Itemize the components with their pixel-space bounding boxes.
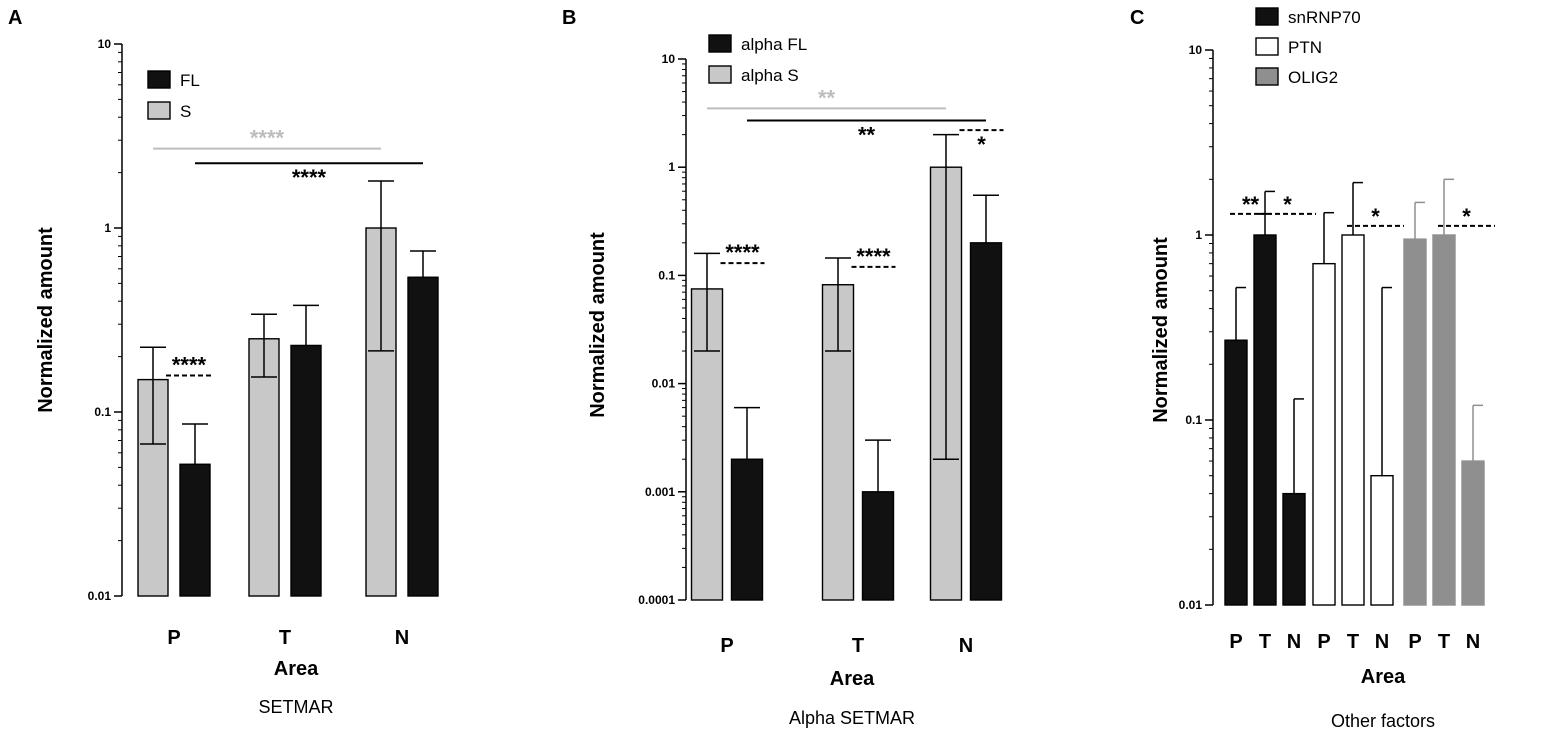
panel-b-tick-label-2: 0.1 — [658, 268, 675, 282]
panel-b: B Normalized amount Area Alpha SETMAR 10… — [562, 7, 1004, 728]
panel-c-ylabel: Normalized amount — [1150, 237, 1172, 423]
panel-a-bar-fl-N — [407, 276, 439, 597]
panel-a-tick-label-0: 10 — [98, 37, 112, 51]
panel-a-bar-fl-T — [290, 344, 322, 597]
panel-a-category-P: P — [167, 627, 180, 649]
panel-c-bar-snrnp70-P — [1224, 339, 1248, 606]
panel-b-bar-alpha-fl-T — [861, 491, 895, 601]
panel-a-significance-label-1: **** — [292, 165, 327, 190]
panel-a-caption: SETMAR — [258, 697, 333, 717]
panel-b-xlabel: Area — [830, 668, 875, 690]
panel-c-legend-label-1: PTN — [1288, 38, 1322, 57]
panel-c-caption: Other factors — [1331, 711, 1435, 731]
panel-b-ylabel: Normalized amount — [587, 232, 609, 418]
panel-a: A Normalized amount Area SETMAR 10 1 0.1 0.… — [8, 7, 439, 717]
panel-a-ylabel: Normalized amount — [35, 227, 57, 413]
panel-c-xlabel: Area — [1361, 666, 1406, 688]
panel-b-legend-label-0: alpha FL — [741, 35, 807, 54]
panel-c-tick-label-0: 10 — [1189, 43, 1203, 57]
panel-c-category-ptn-P: P — [1317, 631, 1330, 653]
panel-a-significance-label-2: **** — [172, 352, 207, 377]
panel-c-bar-ptn-T — [1341, 234, 1365, 606]
panel-c-bar-ptn-P — [1312, 262, 1336, 606]
panel-a-legend-swatch-1 — [147, 101, 171, 120]
panel-c-category-olig2-T: T — [1438, 631, 1450, 653]
panel-c-legend-label-0: snRNP70 — [1288, 8, 1361, 27]
panel-b-tick-label-3: 0.01 — [652, 377, 676, 391]
panel-b-significance-label-4: * — [977, 132, 986, 157]
panel-a-bar-fl-P — [179, 463, 211, 597]
panel-b-caption: Alpha SETMAR — [789, 708, 915, 728]
panel-b-bar-alpha-fl-N — [969, 242, 1003, 601]
panel-c: C Normalized amount Area Other factors 1… — [1130, 7, 1495, 731]
panel-b-category-P: P — [720, 635, 733, 657]
panel-c-legend-swatch-2 — [1255, 67, 1279, 86]
panel-a-category-T: T — [279, 627, 291, 649]
panel-a-tick-label-1: 1 — [104, 221, 111, 235]
panel-b-significance-label-3: **** — [856, 244, 891, 269]
panel-a-legend-label-1: S — [180, 102, 191, 121]
panel-b-legend-label-1: alpha S — [741, 66, 799, 85]
panel-c-legend-label-2: OLIG2 — [1288, 68, 1338, 87]
panel-letter-a: A — [8, 7, 22, 29]
panel-c-tick-label-1: 1 — [1195, 228, 1202, 242]
panel-c-legend-swatch-0 — [1255, 7, 1279, 26]
panel-b-tick-label-0: 10 — [662, 52, 676, 66]
panel-b-legend-swatch-1 — [708, 65, 732, 84]
panel-a-bar-s-T — [248, 338, 280, 597]
panel-c-category-olig2-P: P — [1408, 631, 1421, 653]
panel-c-significance-label-0: ** — [1242, 192, 1260, 217]
panel-a-category-N: N — [395, 627, 409, 649]
panel-c-significance-label-2: * — [1371, 204, 1380, 229]
panel-c-significance-label-3: * — [1462, 204, 1471, 229]
panel-b-tick-label-4: 0.001 — [645, 485, 675, 499]
panel-c-bar-olig2-N — [1461, 460, 1485, 606]
panel-c-category-ptn-N: N — [1375, 631, 1389, 653]
panel-b-category-T: T — [852, 635, 864, 657]
panel-c-tick-label-2: 0.1 — [1185, 413, 1202, 427]
panel-c-significance-label-1: * — [1283, 192, 1292, 217]
panel-b-legend-swatch-0 — [708, 34, 732, 53]
panel-a-tick-label-2: 0.1 — [94, 405, 111, 419]
panel-c-category-snrnp70-T: T — [1259, 631, 1271, 653]
panel-b-tick-label-1: 1 — [668, 160, 675, 174]
panel-c-category-snrnp70-N: N — [1287, 631, 1301, 653]
panel-letter-c: C — [1130, 7, 1144, 29]
panel-b-significance-label-2: **** — [725, 240, 760, 265]
panel-c-bar-snrnp70-N — [1282, 492, 1306, 606]
panel-b-bar-alpha-fl-P — [730, 458, 764, 601]
panel-b-category-N: N — [959, 635, 973, 657]
panel-c-tick-label-3: 0.01 — [1179, 598, 1203, 612]
panel-c-bar-olig2-P — [1403, 238, 1427, 606]
panel-c-category-ptn-T: T — [1347, 631, 1359, 653]
panel-c-category-olig2-N: N — [1466, 631, 1480, 653]
panel-c-legend-swatch-1 — [1255, 37, 1279, 56]
panel-b-significance-label-0: ** — [818, 85, 836, 110]
panel-c-category-snrnp70-P: P — [1229, 631, 1242, 653]
panel-c-bar-snrnp70-T — [1253, 234, 1277, 606]
panel-b-tick-label-5: 0.0001 — [638, 593, 675, 607]
panel-a-legend-label-0: FL — [180, 71, 200, 90]
panel-a-significance-label-0: **** — [250, 126, 285, 151]
panel-letter-b: B — [562, 7, 576, 29]
panel-a-plot: 10 1 0.1 0.01 P T N **** **** **** FL S — [88, 37, 439, 649]
panel-c-bar-olig2-T — [1432, 234, 1456, 606]
panel-b-significance-label-1: ** — [858, 123, 876, 148]
panel-a-xlabel: Area — [274, 658, 319, 680]
panel-c-bar-ptn-N — [1370, 474, 1394, 606]
panel-a-legend-swatch-0 — [147, 70, 171, 89]
panel-a-tick-label-3: 0.01 — [88, 589, 112, 603]
